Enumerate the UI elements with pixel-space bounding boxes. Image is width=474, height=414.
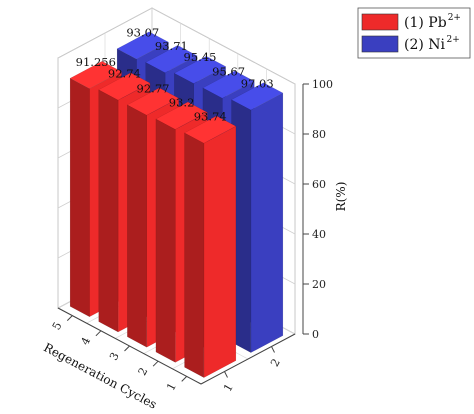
data-label: 95.67 [212, 65, 245, 79]
bar-top-face [202, 70, 255, 99]
legend-swatch-2 [361, 35, 399, 53]
cycle-tick-label: 4 [78, 335, 93, 347]
cycle-tick-mark [66, 315, 73, 321]
ion-tick-label: 1 [221, 381, 236, 394]
bar-series1-cycle-1 [183, 115, 237, 379]
bar-side-face [127, 104, 147, 348]
legend-superscript-2: 2+ [447, 35, 460, 45]
z-tick-label: 40 [312, 228, 326, 241]
cycle-tick-mark [181, 376, 188, 382]
bar-top-face [183, 115, 237, 144]
data-label: 92.77 [137, 82, 170, 96]
bar-side-face [98, 89, 119, 333]
legend-swatch-1 [361, 13, 399, 31]
bar-side-face [155, 118, 176, 363]
bar-top-face [98, 72, 151, 101]
bar-front-face [203, 125, 237, 379]
data-label: 93.2 [169, 96, 195, 110]
cycle-tick-label: 2 [136, 365, 151, 377]
legend-label-1: (1) Pb [404, 15, 447, 31]
legend-label-2: (2) Ni [404, 37, 446, 53]
ion-tick-label: 2 [268, 356, 283, 369]
data-label: 93.74 [194, 110, 227, 124]
cycle-tick-label: 1 [164, 381, 179, 393]
data-label: 95.45 [184, 50, 217, 64]
cycle-tick-mark [124, 345, 130, 352]
z-axis-label: R(%) [334, 182, 348, 212]
z-tick-label: 20 [312, 278, 326, 291]
legend-superscript-1: 2+ [448, 13, 461, 23]
bar-top-face [230, 82, 284, 111]
bar-series2-cycle-1 [230, 82, 284, 354]
z-tick-label: 80 [312, 128, 326, 141]
cycle-tick-label: 3 [107, 350, 122, 362]
bar-front-face [250, 92, 284, 354]
z-tick-label: 0 [312, 328, 319, 341]
legend: (1) Pb 2+(2) Ni 2+ [357, 7, 471, 59]
cycle-tick-mark [152, 360, 159, 367]
data-label: 91.256 [76, 55, 116, 69]
ion-axis-line [200, 333, 296, 385]
bar-top-face [126, 87, 180, 116]
bar-top-face [173, 55, 227, 84]
bar-top-face [155, 101, 208, 130]
bar-side-face [69, 77, 90, 318]
bar-top-face [145, 45, 198, 73]
z-tick-label: 100 [312, 78, 333, 91]
cycle-tick-label: 5 [50, 320, 65, 332]
data-label: 93.71 [155, 39, 188, 53]
cycle-tick-mark [95, 330, 102, 337]
data-label: 97.03 [241, 76, 274, 90]
ion-tick-mark [271, 346, 275, 353]
data-label: 93.07 [126, 25, 159, 39]
bar-top-face [116, 31, 170, 60]
ion-tick-mark [224, 371, 228, 378]
bar-top-face [69, 61, 123, 89]
data-label: 92.74 [108, 66, 141, 80]
z-tick-label: 60 [312, 178, 326, 191]
bar-side-face [184, 132, 205, 379]
